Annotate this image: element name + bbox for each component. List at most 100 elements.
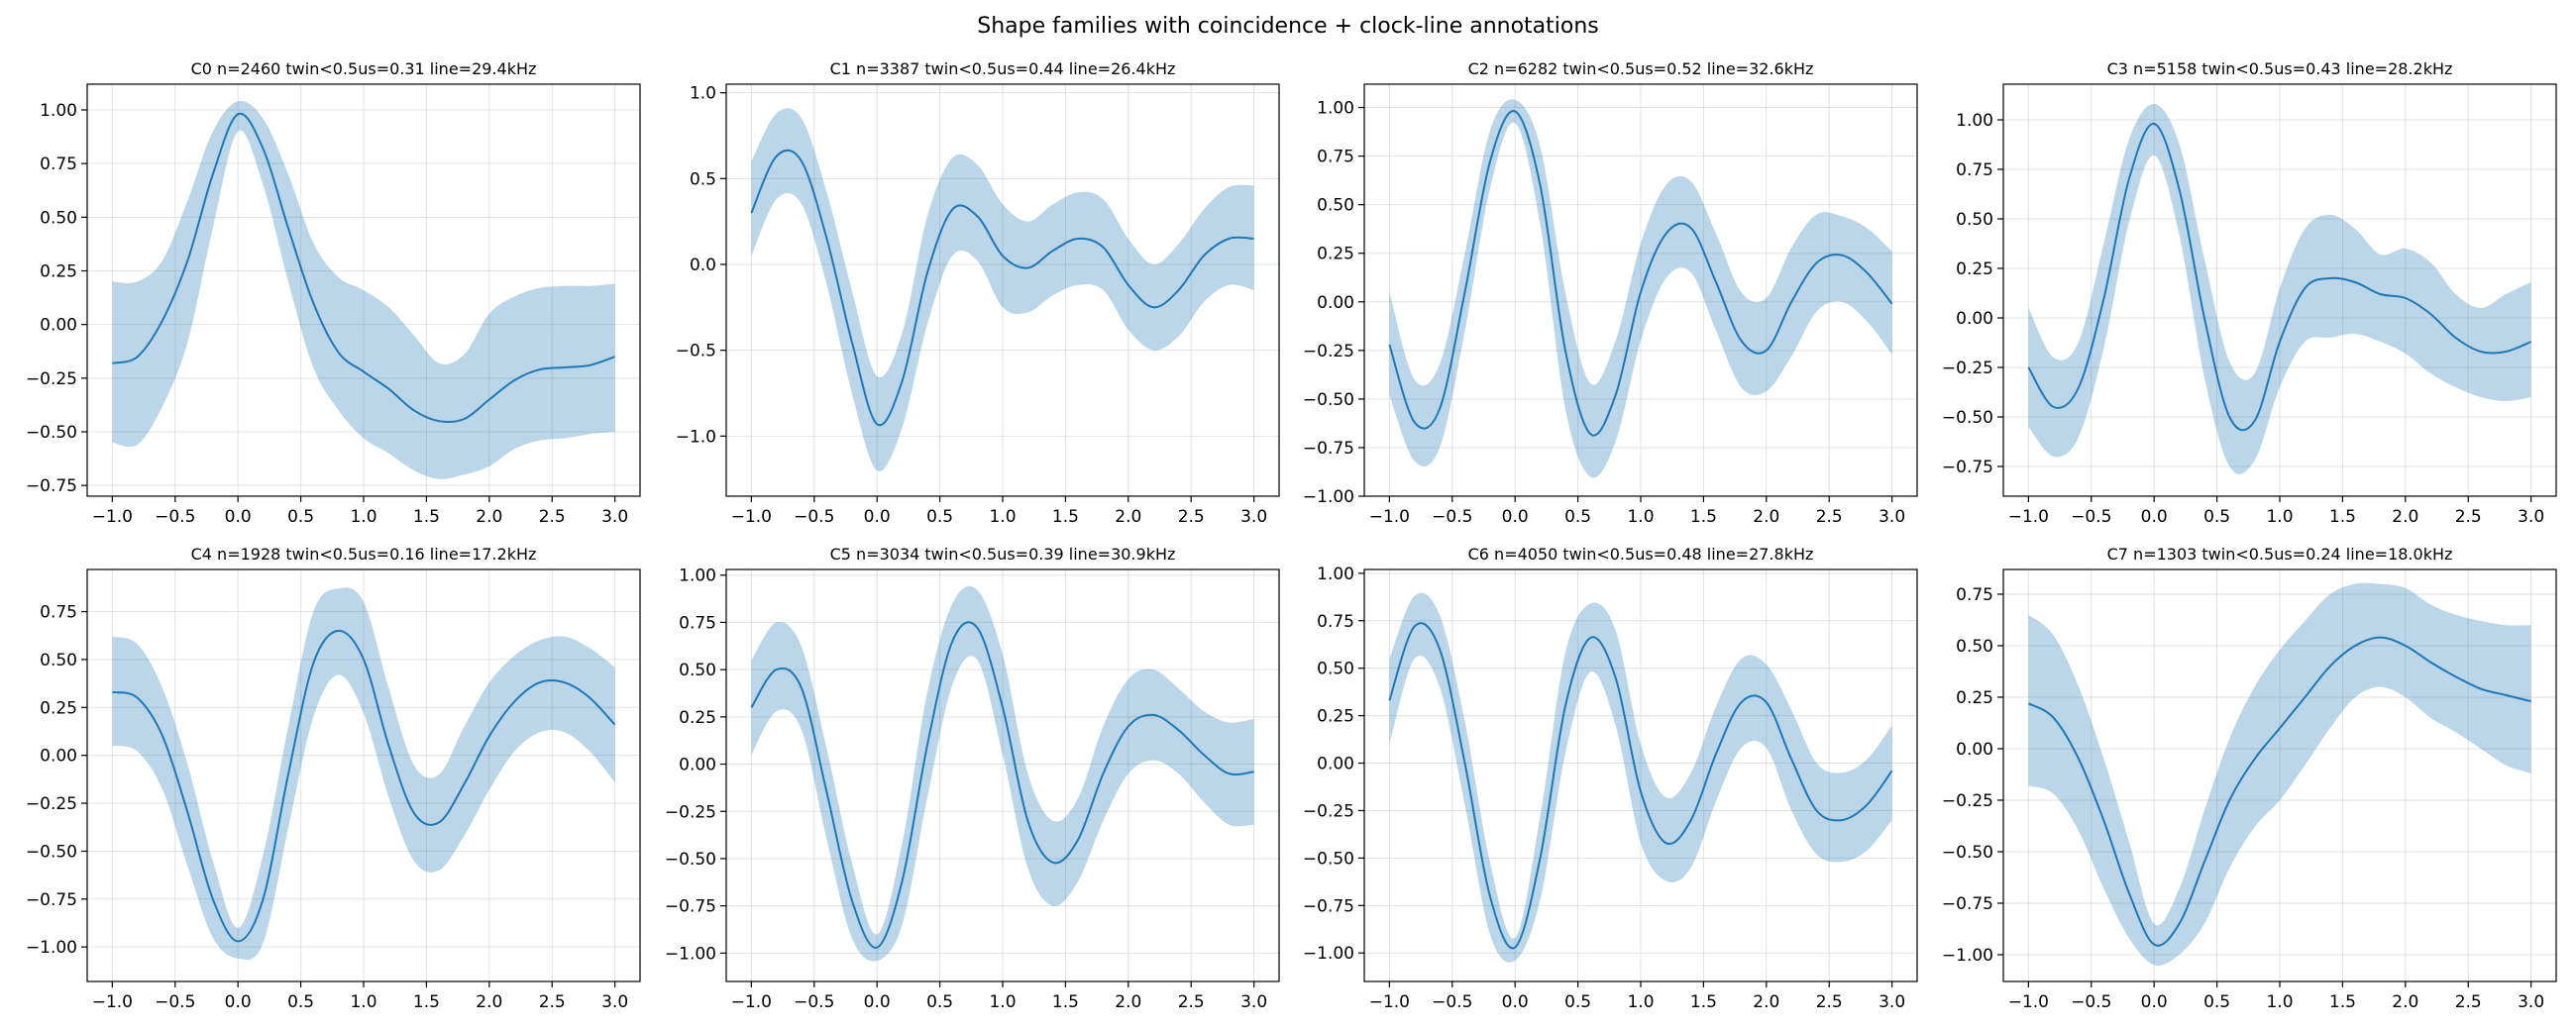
std-band <box>2028 582 2531 967</box>
x-tick-label: 2.0 <box>1115 507 1141 527</box>
x-tick-label: −0.5 <box>2071 507 2111 527</box>
x-tick-label: 2.0 <box>2392 992 2418 1012</box>
y-tick-label: −0.50 <box>26 842 77 862</box>
y-tick-label: 0.25 <box>1956 259 1993 279</box>
mean-line <box>750 149 1254 427</box>
subplot-title: C5 n=3034 twin<0.5us=0.39 line=30.9kHz <box>830 545 1176 564</box>
y-tick-label: 0.00 <box>40 316 77 336</box>
plot-area <box>112 587 616 961</box>
x-tick-label: −1.0 <box>1369 507 1410 527</box>
subplot-title: C0 n=2460 twin<0.5us=0.31 line=29.4kHz <box>191 59 537 78</box>
x-tick-label: −1.0 <box>92 507 133 527</box>
y-tick-label: 0.00 <box>1317 755 1354 774</box>
y-tick-label: −0.25 <box>1942 359 1993 378</box>
std-band <box>751 108 1254 471</box>
x-tick-label: 2.5 <box>2455 507 2482 527</box>
y-tick-label: −0.50 <box>1303 849 1354 869</box>
y-tick-label: 0.75 <box>40 603 77 623</box>
x-tick-label: 3.0 <box>1240 992 1267 1012</box>
x-tick-label: 0.0 <box>864 507 891 527</box>
y-tick-label: 0.50 <box>1317 196 1354 216</box>
mean-line <box>112 112 615 424</box>
x-tick-label: 1.5 <box>413 507 440 527</box>
x-tick-label: 2.0 <box>2392 507 2418 527</box>
mean-line <box>750 621 1254 949</box>
x-tick-label: −0.5 <box>1432 992 1472 1012</box>
x-tick-label: 1.5 <box>2329 992 2356 1012</box>
x-tick-label: 1.0 <box>2266 507 2293 527</box>
y-tick-label: 0.50 <box>1956 210 1993 230</box>
x-tick-label: 0.5 <box>287 992 314 1012</box>
axes-frame <box>1363 83 1918 497</box>
y-tick-label: −1.00 <box>26 938 77 958</box>
x-tick-label: 0.0 <box>225 992 252 1012</box>
x-tick-label: −0.5 <box>794 992 834 1012</box>
y-tick-label: 1.00 <box>1317 99 1354 119</box>
plot-area <box>2027 582 2531 967</box>
y-tick-label: 0.25 <box>40 698 77 718</box>
y-tick-label: 0.00 <box>679 756 716 775</box>
x-tick-label: 0.0 <box>225 507 252 527</box>
y-tick-label: 0.50 <box>1956 637 1993 657</box>
plot-area <box>750 585 1254 962</box>
axes-frame <box>725 568 1280 982</box>
x-tick-label: 2.5 <box>539 507 566 527</box>
x-tick-label: 3.0 <box>1878 992 1905 1012</box>
x-tick-label: 1.0 <box>350 992 376 1012</box>
y-tick-label: 0.75 <box>679 613 716 633</box>
x-tick-label: −1.0 <box>731 992 772 1012</box>
x-tick-label: 1.5 <box>1052 992 1079 1012</box>
plot-area <box>750 108 1254 471</box>
y-tick-label: 0.50 <box>679 661 716 680</box>
subplot-c5: C5 n=3034 twin<0.5us=0.39 line=30.9kHz −1… <box>665 545 1280 1012</box>
x-tick-label: −1.0 <box>731 507 772 527</box>
x-tick-label: 3.0 <box>1878 507 1905 527</box>
y-tick-label: 0.75 <box>40 154 77 174</box>
subplot-title: C3 n=5158 twin<0.5us=0.43 line=28.2kHz <box>2107 59 2453 78</box>
y-tick-label: 1.0 <box>690 84 716 104</box>
x-tick-label: 0.5 <box>926 507 953 527</box>
x-tick-label: 0.0 <box>2141 507 2168 527</box>
y-tick-label: −1.00 <box>1303 944 1354 964</box>
x-tick-label: 0.5 <box>2203 992 2230 1012</box>
x-tick-label: 2.0 <box>476 507 502 527</box>
y-tick-label: 1.00 <box>1317 565 1354 584</box>
std-band <box>1389 99 1892 478</box>
x-tick-label: 2.0 <box>476 992 502 1012</box>
subplot-c4: C4 n=1928 twin<0.5us=0.16 line=17.2kHz −1… <box>26 545 641 1012</box>
y-tick-label: −1.00 <box>1942 946 1993 966</box>
axes-frame <box>86 568 641 982</box>
axes-frame <box>2002 83 2557 497</box>
y-tick-label: −1.0 <box>676 427 716 447</box>
axes-frame <box>1363 568 1918 982</box>
x-tick-label: 2.5 <box>1178 507 1205 527</box>
subplot-c3: C3 n=5158 twin<0.5us=0.43 line=28.2kHz −1… <box>1942 59 2557 527</box>
x-tick-label: 1.5 <box>1690 507 1717 527</box>
y-tick-label: −1.00 <box>1303 487 1354 507</box>
subplot-title: C6 n=4050 twin<0.5us=0.48 line=27.8kHz <box>1468 545 1814 564</box>
y-tick-label: −0.25 <box>1303 801 1354 821</box>
y-tick-label: −1.00 <box>665 944 716 964</box>
x-tick-label: 0.5 <box>1564 992 1591 1012</box>
x-tick-label: 2.0 <box>1753 507 1779 527</box>
y-tick-label: 0.75 <box>1317 148 1354 167</box>
y-tick-label: −0.5 <box>676 342 716 361</box>
x-tick-label: 0.5 <box>926 992 953 1012</box>
y-tick-label: −0.50 <box>1303 390 1354 410</box>
y-tick-label: −0.25 <box>1942 791 1993 811</box>
x-tick-label: 2.5 <box>1816 507 1843 527</box>
y-tick-label: −0.50 <box>1942 843 1993 863</box>
x-tick-label: 0.5 <box>287 507 314 527</box>
subplot-title: C1 n=3387 twin<0.5us=0.44 line=26.4kHz <box>830 59 1176 78</box>
x-tick-label: 2.5 <box>2455 992 2482 1012</box>
y-tick-label: 0.50 <box>40 208 77 228</box>
x-tick-label: 1.0 <box>1627 507 1654 527</box>
y-tick-label: −0.75 <box>1942 894 1993 914</box>
y-tick-label: 0.00 <box>1956 309 1993 329</box>
subplot-c6: C6 n=4050 twin<0.5us=0.48 line=27.8kHz −1… <box>1303 545 1918 1012</box>
x-tick-label: 1.0 <box>350 507 376 527</box>
x-tick-label: −0.5 <box>1432 507 1472 527</box>
y-tick-label: −0.50 <box>665 850 716 870</box>
plot-area <box>1388 99 1893 478</box>
y-tick-label: 0.75 <box>1956 160 1993 180</box>
